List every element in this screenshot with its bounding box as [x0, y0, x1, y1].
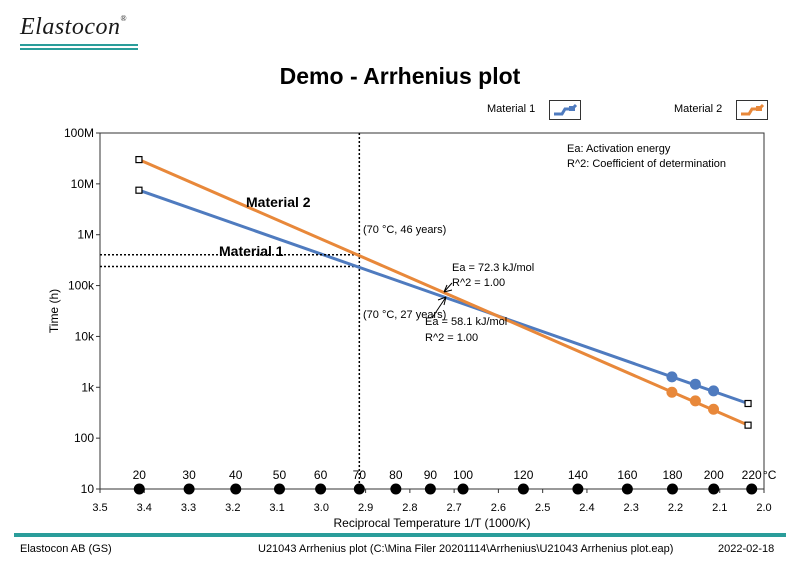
temperature-label: 140 [568, 468, 588, 482]
temperature-marker [746, 483, 758, 495]
temperature-label: 30 [182, 468, 196, 482]
temperature-label: 20 [133, 468, 147, 482]
data-point [689, 378, 701, 390]
r2-label-material-2: R^2 = 1.00 [452, 277, 505, 289]
lookup-annotation-material-2: (70 °C, 46 years) [363, 224, 446, 236]
ea-label-material-1: Ea = 58.1 kJ/mol [425, 316, 507, 328]
x-tick-label: 2.0 [756, 502, 771, 514]
x-tick-label: 2.8 [402, 502, 417, 514]
y-tick-label: 10 [81, 482, 95, 496]
y-tick-label: 1k [81, 380, 95, 394]
brand-logo: Elastocon® [20, 14, 127, 41]
note-text: Ea: Activation energy [567, 143, 671, 155]
x-tick-label: 2.9 [358, 502, 373, 514]
registered-mark: ® [120, 14, 128, 23]
temperature-marker [424, 483, 436, 495]
temperature-marker [133, 483, 145, 495]
fit-endpoint [744, 399, 752, 408]
fit-endpoint [135, 155, 143, 164]
temperature-marker [621, 483, 633, 495]
lookup-annotation-material-1: (70 °C, 27 years) [363, 309, 446, 321]
x-tick-label: 3.2 [225, 502, 240, 514]
data-point [666, 386, 678, 398]
x-tick-label: 2.2 [668, 502, 683, 514]
series-label-material-1: Material 1 [219, 243, 284, 259]
temperature-unit: °C [763, 468, 777, 482]
line-icon [741, 103, 765, 116]
annotation-arrow [431, 296, 447, 319]
r2-label-material-1: R^2 = 1.00 [425, 332, 478, 344]
chart-title: Demo - Arrhenius plot [279, 63, 521, 89]
temperature-marker [183, 483, 195, 495]
y-tick-label: 100 [74, 431, 94, 445]
temperature-label: 220 [742, 468, 762, 482]
fit-line [138, 158, 749, 427]
footer-divider [14, 533, 786, 537]
x-tick-label: 2.4 [579, 502, 594, 514]
ea-label-material-2: Ea = 72.3 kJ/mol [452, 262, 534, 274]
temperature-label: 90 [424, 468, 438, 482]
temperature-label: 200 [704, 468, 724, 482]
temperature-marker [457, 483, 469, 495]
temperature-label: 60 [314, 468, 328, 482]
fit-endpoint [744, 421, 752, 429]
fit-endpoint [135, 186, 143, 194]
fit-line [138, 188, 749, 405]
series-label-material-2: Material 2 [246, 194, 311, 210]
y-tick-label: 10M [71, 177, 94, 191]
temperature-label: 50 [273, 468, 287, 482]
x-tick-label: 2.7 [446, 502, 461, 514]
temperature-marker [273, 483, 285, 495]
legend-swatch-material-2[interactable] [736, 100, 768, 120]
footer-date: 2022-02-18 [718, 543, 775, 555]
temperature-marker [315, 483, 327, 495]
data-point [689, 395, 701, 407]
y-tick-label: 10k [75, 329, 95, 343]
footer-company: Elastocon AB (GS) [20, 543, 112, 555]
temperature-marker [230, 483, 242, 495]
temperature-label: 120 [513, 468, 533, 482]
temperature-marker [390, 483, 402, 495]
temperature-marker [353, 483, 365, 495]
y-tick-label: 100k [68, 279, 95, 293]
data-point [708, 385, 720, 397]
temperature-label: 160 [617, 468, 637, 482]
temperature-marker [666, 483, 678, 495]
temperature-marker [517, 483, 529, 495]
logo-text: Elastocon [20, 14, 121, 40]
x-axis-label: Reciprocal Temperature 1/T (1000/K) [334, 516, 531, 530]
note-text: R^2: Coefficient of determination [567, 158, 726, 170]
y-axis-label: Time (h) [47, 289, 61, 333]
data-point [708, 403, 720, 415]
data-point [666, 371, 678, 383]
temperature-label: 100 [453, 468, 473, 482]
x-tick-label: 2.1 [712, 502, 727, 514]
x-tick-label: 3.4 [137, 502, 152, 514]
temperature-label: 80 [389, 468, 403, 482]
temperature-label: 40 [229, 468, 243, 482]
y-tick-label: 100M [64, 126, 94, 140]
footer-file-path: U21043 Arrhenius plot (C:\Mina Filer 202… [258, 543, 674, 555]
x-tick-label: 3.5 [92, 502, 107, 514]
y-tick-label: 1M [77, 228, 94, 242]
x-tick-label: 2.6 [491, 502, 506, 514]
logo-underline [20, 48, 138, 50]
temperature-label: 180 [662, 468, 682, 482]
logo-underline [20, 44, 138, 46]
temperature-marker [572, 483, 584, 495]
line-icon [554, 103, 578, 116]
x-tick-label: 2.5 [535, 502, 550, 514]
x-tick-label: 3.3 [181, 502, 196, 514]
temperature-marker [708, 483, 720, 495]
x-tick-label: 3.0 [314, 502, 329, 514]
x-tick-label: 2.3 [624, 502, 639, 514]
legend-swatch-material-1[interactable] [549, 100, 581, 120]
legend-label-material-1: Material 1 [487, 103, 536, 115]
legend-label-material-2: Material 2 [674, 103, 723, 115]
x-tick-label: 3.1 [269, 502, 284, 514]
annotation-arrow [443, 282, 453, 293]
